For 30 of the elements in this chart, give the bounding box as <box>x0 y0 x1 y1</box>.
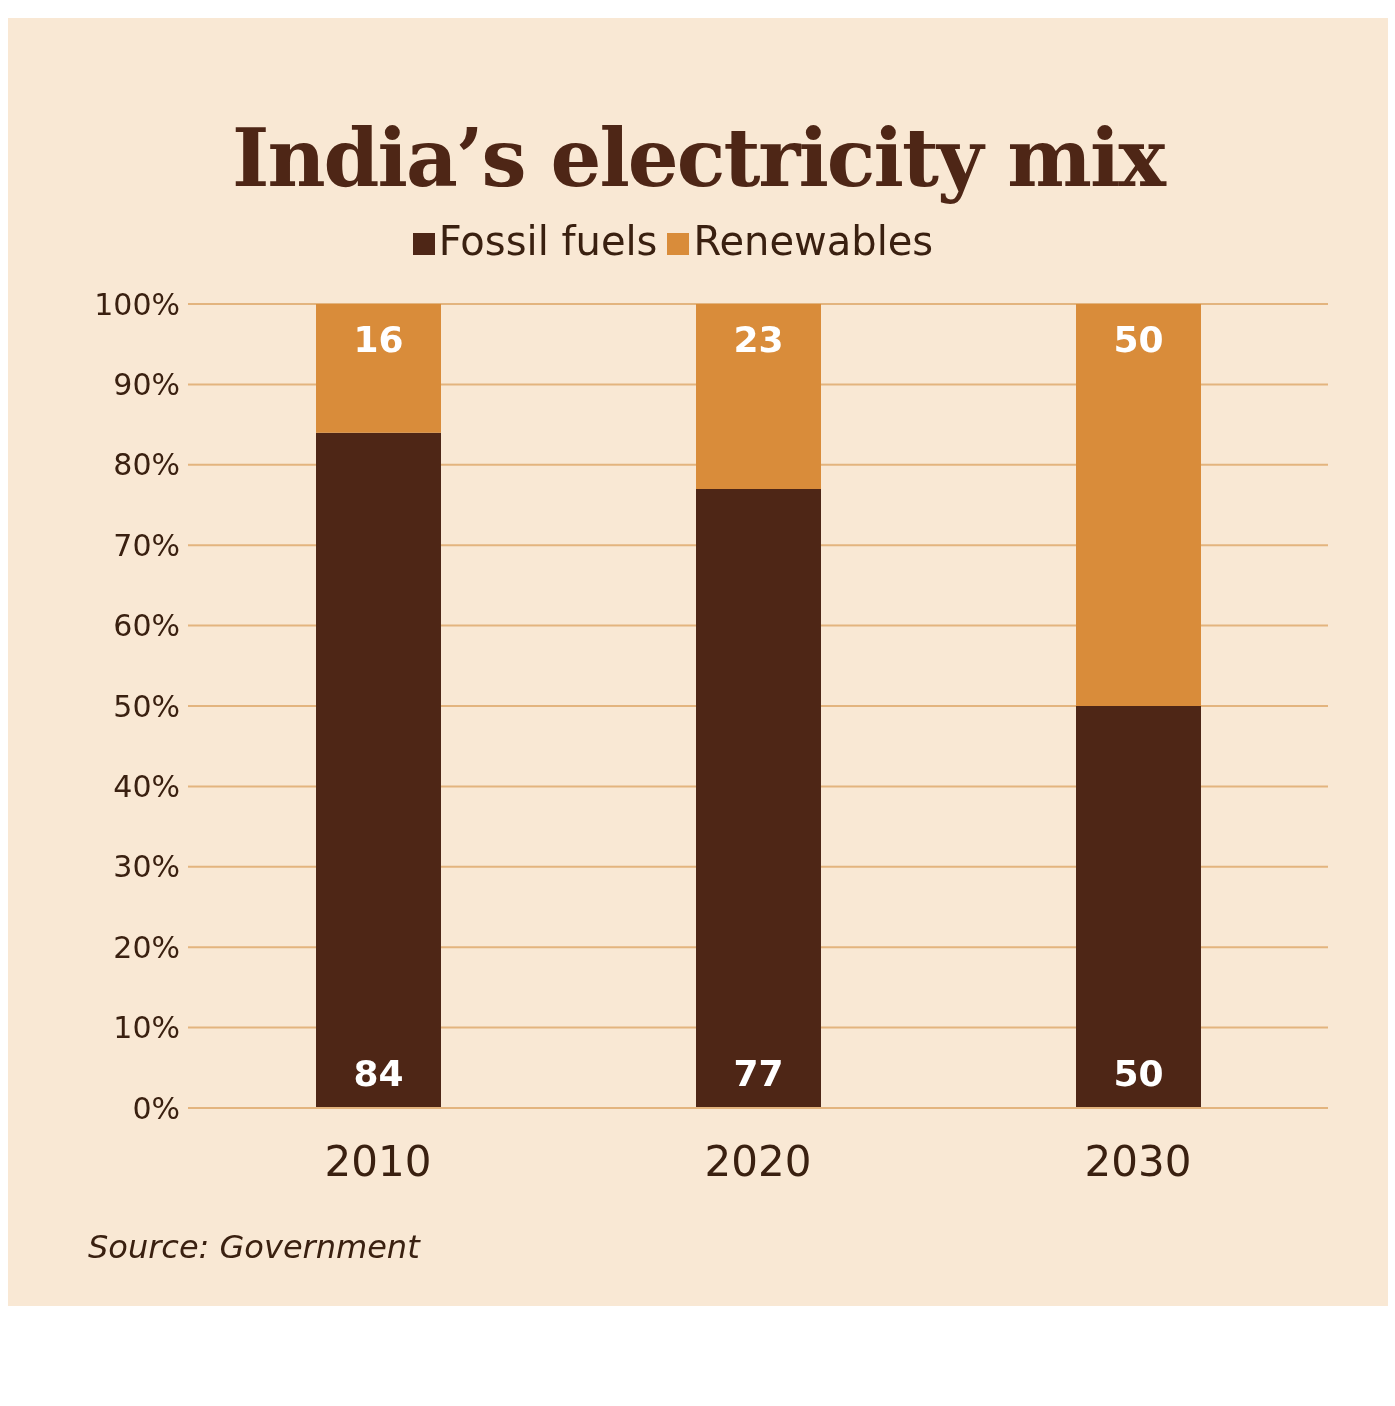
data-label: 16 <box>353 318 404 360</box>
y-tick-label: 20% <box>113 929 180 965</box>
x-tick-label: 2010 <box>324 1136 432 1186</box>
chart-title: India’s electricity mix <box>231 110 1167 207</box>
y-tick-label: 40% <box>113 769 180 805</box>
y-tick-label: 30% <box>113 849 180 885</box>
y-tick-label: 90% <box>113 367 180 403</box>
bar <box>316 432 441 1108</box>
x-tick-label: 2020 <box>704 1136 812 1186</box>
bar <box>696 488 821 1108</box>
bar <box>1076 304 1201 706</box>
y-tick-label: 80% <box>113 447 180 483</box>
data-label: 50 <box>1113 1053 1164 1094</box>
data-label: 50 <box>1113 318 1164 360</box>
source-note: Source: Government <box>88 1228 422 1266</box>
data-label: 77 <box>733 1053 784 1094</box>
y-tick-label: 70% <box>113 527 180 563</box>
y-tick-label: 50% <box>113 688 180 724</box>
bar <box>316 304 441 433</box>
data-label: 23 <box>733 318 784 360</box>
data-label: 84 <box>353 1053 404 1094</box>
x-tick-label: 2030 <box>1084 1136 1192 1186</box>
y-tick-label: 60% <box>113 608 180 644</box>
bar <box>696 304 821 489</box>
y-tick-label: 100% <box>94 286 180 322</box>
y-tick-label: 10% <box>113 1010 180 1046</box>
legend-label: Renewables <box>693 218 934 264</box>
y-tick-label: 0% <box>132 1090 180 1126</box>
legend-label: Fossil fuels <box>438 218 658 264</box>
bar <box>1076 706 1201 1108</box>
